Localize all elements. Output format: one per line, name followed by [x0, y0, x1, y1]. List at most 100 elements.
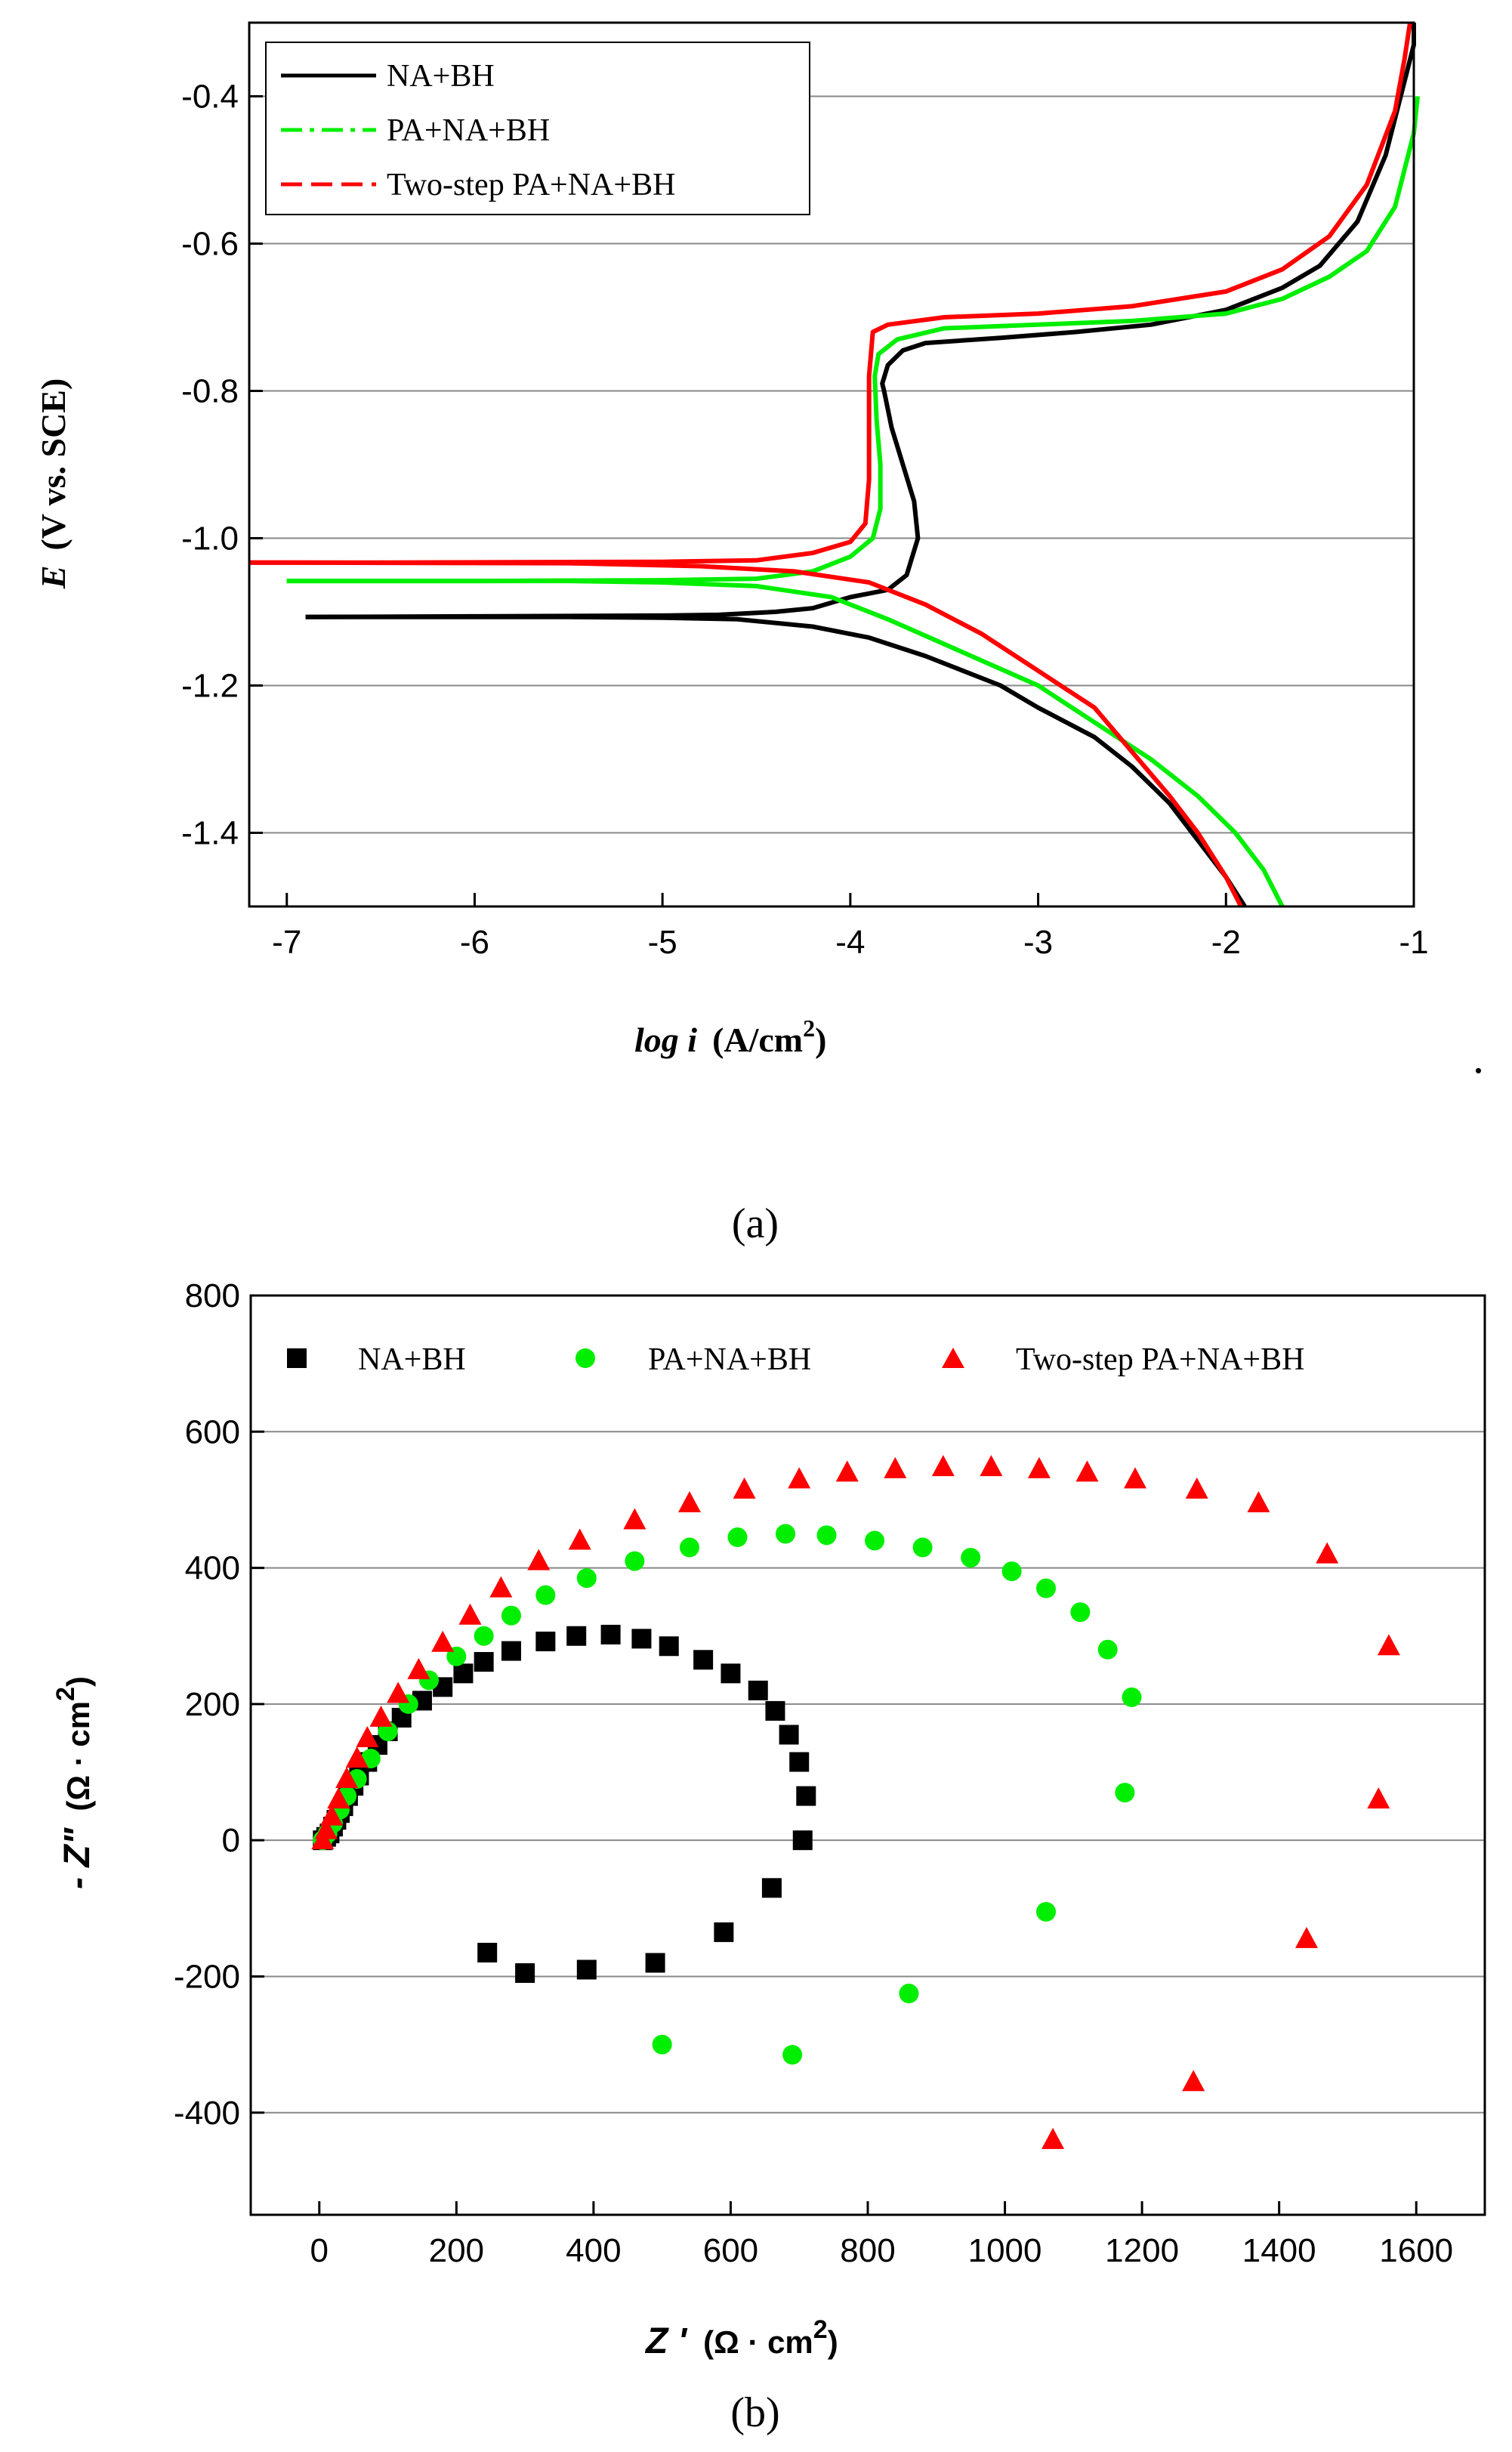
- panel-b-point-na-bh: [714, 1922, 734, 1942]
- panel-a-legend: NA+BH PA+NA+BH Two-step PA+NA+BH: [265, 42, 810, 215]
- legend-a-label-na-bh: NA+BH: [387, 59, 495, 94]
- panel-b-point-na-bh: [765, 1700, 785, 1721]
- legend-b-label-pa-na-bh: PA+NA+BH: [648, 1342, 811, 1377]
- legend-b-marker-triangle: [942, 1348, 964, 1368]
- panel-a-x-label-main: log i: [634, 1021, 697, 1059]
- panel-b-point-two-step-pa-na-bh: [623, 1508, 646, 1530]
- panel-b-point-pa-na-bh: [1036, 1901, 1057, 1922]
- panel-a-caption: (a): [732, 1200, 779, 1247]
- legend-b-marker-square: [287, 1348, 307, 1368]
- panel-b-y-axis-label: - Z" (Ω · cm2): [51, 1676, 97, 1889]
- panel-a-line-pa-na-bh-anodic: [286, 96, 1420, 584]
- panel-b-point-pa-na-bh: [782, 2045, 803, 2065]
- panel-b-point-pa-na-bh: [625, 1551, 645, 1571]
- panel-a-xtick-label-2: -5: [648, 924, 677, 961]
- legend-b-label-na-bh: NA+BH: [358, 1342, 466, 1377]
- panel-b-plot-frame: [249, 1294, 1486, 2216]
- panel-a-ytick-label-2: -0.8: [181, 373, 239, 410]
- panel-b-point-two-step-pa-na-bh: [356, 1725, 379, 1747]
- panel-b-point-two-step-pa-na-bh: [458, 1603, 482, 1625]
- panel-b-point-pa-na-bh: [679, 1537, 699, 1558]
- panel-b-xtick-label-4: 800: [840, 2232, 895, 2269]
- panel-b-point-na-bh: [792, 1830, 813, 1851]
- panel-b-ytick-label-0: 800: [185, 1277, 240, 1314]
- panel-b-point-pa-na-bh: [816, 1525, 837, 1546]
- panel-b-point-na-bh: [761, 1878, 782, 1898]
- panel-b-point-na-bh: [576, 1959, 597, 1980]
- panel-b-point-two-step-pa-na-bh: [1041, 2127, 1065, 2149]
- panel-b-grid: [251, 1431, 1485, 2114]
- panel-b-ytick-label-3: 200: [185, 1686, 240, 1723]
- panel-b-point-two-step-pa-na-bh: [1124, 1467, 1147, 1489]
- panel-b-point-pa-na-bh: [474, 1626, 494, 1646]
- panel-b-x-label-close: ): [828, 2324, 838, 2360]
- panel-b-y-label-close: ): [60, 1676, 96, 1687]
- panel-b-point-two-step-pa-na-bh: [327, 1787, 350, 1809]
- panel-b-point-pa-na-bh: [1115, 1783, 1135, 1803]
- panel-b-xtick-label-7: 1400: [1242, 2232, 1316, 2269]
- panel-b-point-two-step-pa-na-bh: [431, 1630, 455, 1652]
- panel-b-point-pa-na-bh: [776, 1524, 796, 1544]
- panel-b-point-two-step-pa-na-bh: [788, 1467, 811, 1489]
- panel-b-point-two-step-pa-na-bh: [1377, 1634, 1400, 1656]
- panel-b-point-pa-na-bh: [652, 2034, 672, 2055]
- panel-b-point-na-bh: [474, 1651, 494, 1672]
- panel-b-point-na-bh: [566, 1626, 587, 1646]
- panel-b-y-label-sup: 2: [51, 1687, 80, 1701]
- panel-a-grid: [249, 95, 1414, 834]
- panel-b-x-label-unit: (Ω · cm: [703, 2324, 813, 2360]
- panel-b-point-two-step-pa-na-bh: [369, 1705, 393, 1727]
- panel-b-x-label-main: Z ': [644, 2321, 688, 2361]
- panel-a-xtick-label-5: -2: [1211, 924, 1241, 961]
- panel-b-point-two-step-pa-na-bh: [335, 1767, 359, 1789]
- panel-b-point-pa-na-bh: [1070, 1602, 1091, 1623]
- panel-b-point-two-step-pa-na-bh: [568, 1528, 591, 1550]
- panel-b-point-na-bh: [693, 1650, 714, 1670]
- panel-b-y-label-main: - Z": [57, 1827, 97, 1889]
- panel-b-ytick-label-2: 400: [185, 1550, 240, 1587]
- legend-a-label-pa-na-bh: PA+NA+BH: [387, 113, 550, 148]
- panel-b-point-pa-na-bh: [912, 1537, 933, 1558]
- panel-b-point-na-bh: [600, 1624, 621, 1644]
- panel-b-point-two-step-pa-na-bh: [387, 1682, 410, 1703]
- panel-a-ytick-label-0: -0.4: [181, 79, 239, 116]
- panel-b-data-points: [311, 1455, 1400, 2149]
- panel-b-point-two-step-pa-na-bh: [677, 1490, 701, 1512]
- panel-b-xtick-label-5: 1000: [968, 2232, 1042, 2269]
- panel-b-point-na-bh: [721, 1663, 741, 1684]
- panel-a-xtick-label-1: -6: [460, 924, 489, 961]
- panel-b-point-na-bh: [796, 1786, 816, 1806]
- panel-b-ytick-label-5: -200: [174, 1958, 240, 1995]
- panel-b-point-two-step-pa-na-bh: [407, 1657, 430, 1679]
- legend-b-label-two-step: Two-step PA+NA+BH: [1016, 1342, 1304, 1377]
- panel-b-xtick-label-1: 200: [429, 2232, 484, 2269]
- panel-b-point-two-step-pa-na-bh: [1294, 1926, 1318, 1948]
- legend-a-label-two-step: Two-step PA+NA+BH: [387, 168, 675, 202]
- panel-b-point-two-step-pa-na-bh: [527, 1549, 551, 1570]
- panel-a-xtick-label-3: -4: [835, 924, 865, 961]
- panel-b-caption: (b): [730, 2389, 779, 2436]
- panel-a-x-label-unit: (A/cm: [712, 1021, 803, 1059]
- panel-b-point-two-step-pa-na-bh: [1182, 2070, 1205, 2092]
- panel-a-series-lines: [248, 22, 1420, 908]
- panel-b-point-pa-na-bh: [865, 1530, 885, 1551]
- panel-a-ytick-label-1: -0.6: [181, 226, 239, 263]
- panel-b-point-na-bh: [477, 1942, 498, 1963]
- panel-b-point-two-step-pa-na-bh: [314, 1817, 338, 1839]
- panel-b-point-two-step-pa-na-bh: [489, 1576, 513, 1598]
- panel-a-line-two-step-pa-na-bh-cathodic: [248, 560, 1243, 908]
- panel-a-line-na-bh-anodic: [305, 23, 1416, 619]
- panel-a-ytick-label-5: -1.4: [181, 815, 239, 852]
- panel-b-point-pa-na-bh: [1001, 1561, 1022, 1582]
- panel-b-point-two-step-pa-na-bh: [884, 1456, 907, 1478]
- panel-b-point-pa-na-bh: [1036, 1578, 1057, 1598]
- panel-b-xtick-label-6: 1200: [1105, 2232, 1179, 2269]
- panel-a-x-label-sup: 2: [803, 1014, 815, 1042]
- panel-b-xtick-label-3: 600: [703, 2232, 758, 2269]
- panel-b-ytick-label-4: 0: [222, 1822, 240, 1859]
- panel-a-x-axis-label: log i (A/cm2): [634, 1014, 826, 1059]
- legend-b-marker-circle: [575, 1348, 595, 1368]
- panel-b-point-two-step-pa-na-bh: [345, 1746, 369, 1768]
- panel-a-ytick-label-3: -1.0: [181, 520, 239, 557]
- panel-b-x-label-sup: 2: [813, 2315, 828, 2344]
